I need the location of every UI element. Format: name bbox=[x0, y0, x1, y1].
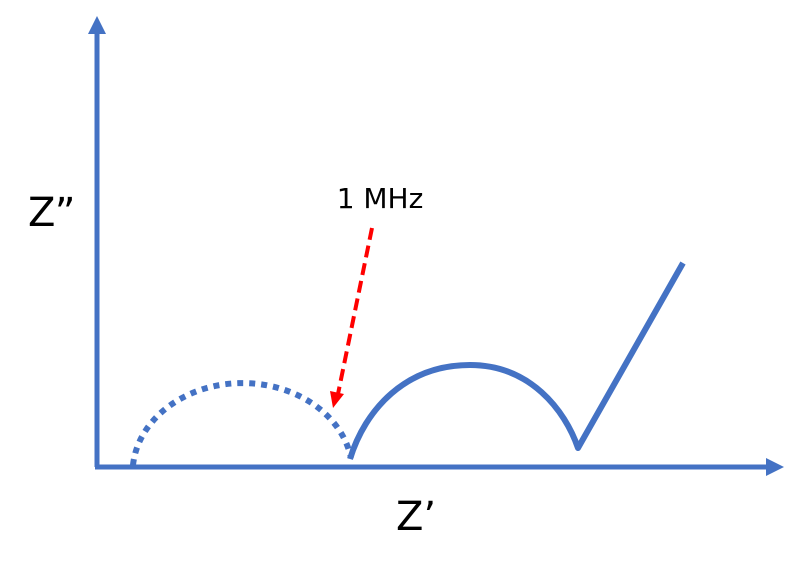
y-axis-label: Z” bbox=[28, 190, 75, 236]
frequency-label: 1 MHz bbox=[337, 182, 424, 215]
impedance-curve bbox=[347, 261, 686, 460]
x-axis-label: Z’ bbox=[396, 494, 436, 540]
y-axis-arrow bbox=[88, 16, 106, 34]
dotted-arc bbox=[130, 380, 354, 466]
annotation-arrowhead bbox=[330, 391, 344, 408]
x-axis-arrow bbox=[766, 458, 784, 476]
annotation-arrow bbox=[336, 227, 374, 395]
